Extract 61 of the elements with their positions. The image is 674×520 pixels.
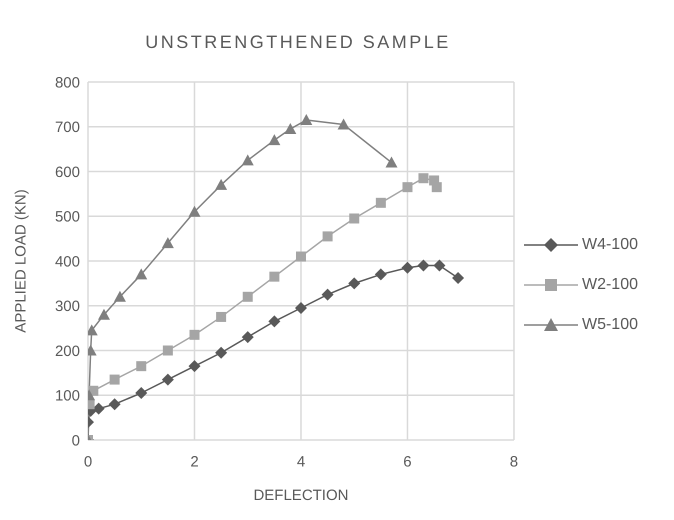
- point: [300, 114, 312, 126]
- y-axis-title: APPLIED LOAD (KN): [12, 189, 30, 333]
- point: [98, 308, 110, 320]
- point: [284, 122, 296, 134]
- chart-title: UNSTRENGTHENED SAMPLE: [144, 32, 452, 53]
- point: [386, 156, 398, 168]
- point: [162, 237, 174, 248]
- point: [294, 302, 307, 314]
- point: [242, 331, 254, 344]
- legend-label: W4-100: [582, 236, 638, 254]
- point: [402, 182, 412, 192]
- point: [114, 290, 126, 302]
- point: [215, 178, 228, 190]
- point: [374, 268, 387, 280]
- point: [349, 213, 360, 224]
- point: [268, 315, 280, 328]
- y-tick-label: 500: [54, 208, 80, 226]
- point: [135, 387, 148, 400]
- point: [216, 312, 226, 322]
- point: [136, 361, 146, 372]
- point: [401, 262, 414, 274]
- point: [215, 346, 228, 359]
- y-tick-label: 0: [72, 432, 80, 450]
- point: [135, 268, 148, 280]
- point: [432, 182, 442, 192]
- point: [322, 288, 334, 301]
- point: [188, 206, 200, 217]
- y-tick-label: 100: [54, 388, 80, 405]
- point: [338, 118, 350, 130]
- point: [110, 374, 120, 385]
- point: [268, 134, 280, 146]
- x-tick-label: 2: [190, 454, 199, 471]
- point: [376, 198, 386, 208]
- point: [433, 259, 446, 272]
- y-tick-label: 800: [54, 74, 80, 92]
- point: [417, 259, 430, 272]
- point: [242, 292, 253, 302]
- legend-label: W5-100: [582, 316, 638, 334]
- point: [242, 154, 254, 166]
- y-tick-label: 300: [54, 298, 80, 316]
- point: [418, 173, 428, 184]
- y-tick-label: 700: [54, 119, 80, 136]
- point: [189, 330, 200, 340]
- point: [108, 398, 121, 410]
- point: [269, 272, 280, 282]
- point: [452, 272, 464, 284]
- point: [162, 374, 174, 386]
- y-tick-label: 400: [54, 253, 80, 270]
- point: [322, 231, 333, 242]
- x-tick-label: 0: [84, 454, 92, 471]
- x-axis-title: DEFLECTION: [253, 487, 348, 504]
- point: [296, 252, 306, 262]
- point: [162, 346, 173, 356]
- y-tick-label: 600: [54, 164, 80, 181]
- point: [188, 360, 200, 372]
- x-tick-label: 6: [403, 454, 412, 471]
- legend-label: W2-100: [582, 276, 638, 294]
- x-tick-label: 4: [296, 454, 306, 471]
- x-tick-label: 8: [510, 454, 518, 471]
- y-tick-label: 200: [54, 342, 80, 360]
- point: [348, 277, 360, 290]
